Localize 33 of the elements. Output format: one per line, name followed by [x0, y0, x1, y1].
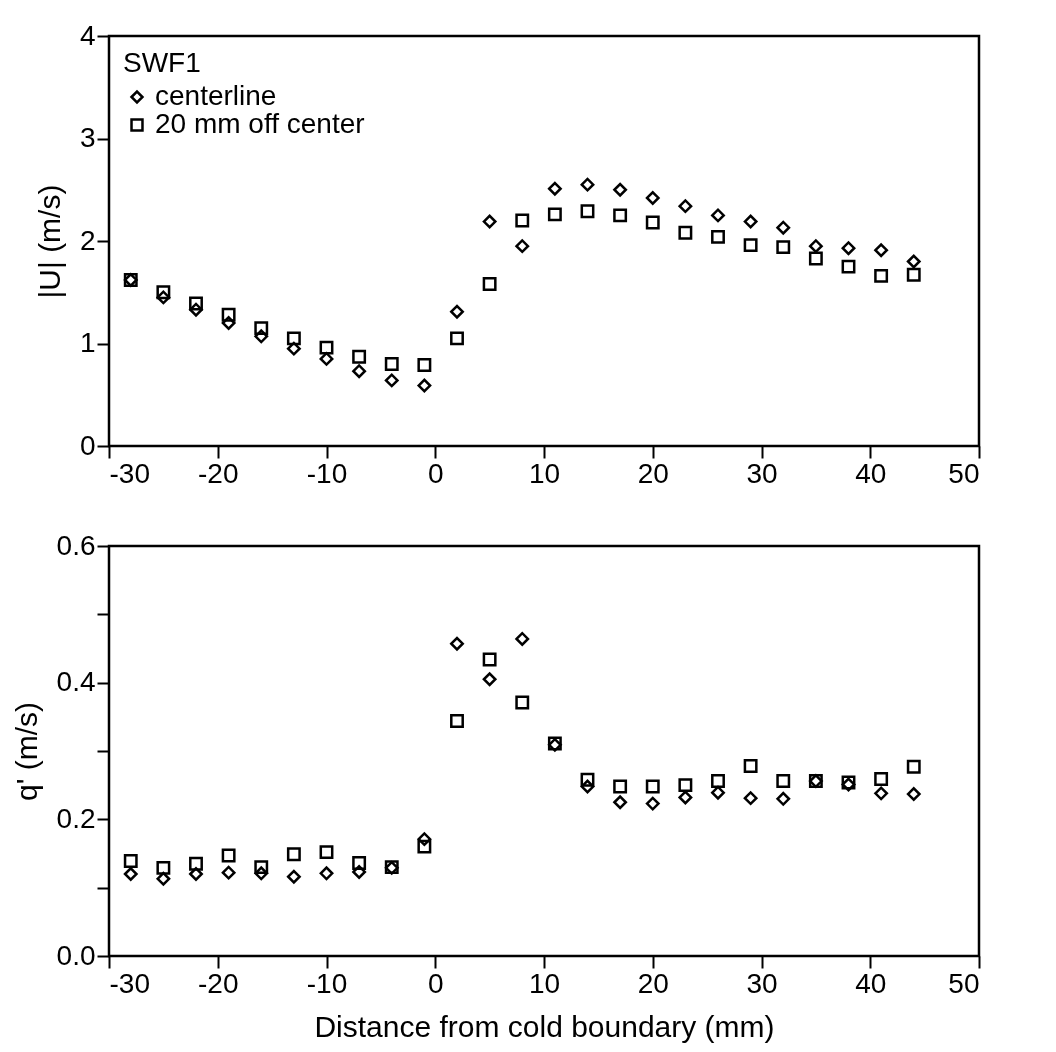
y-tick-label: 0.4: [56, 666, 96, 698]
legend-title: SWF1: [123, 47, 201, 78]
x-tick-label: 30: [746, 967, 778, 999]
y-tick-label: 0.0: [56, 939, 96, 971]
x-tick-label: 0: [427, 457, 444, 489]
x-tick-label: -20: [198, 967, 239, 999]
y-tick-label: 2: [79, 224, 96, 256]
y-tick-label: 0.6: [56, 529, 96, 561]
x-tick-label: 0: [427, 967, 444, 999]
x-axis-title: Distance from cold boundary (mm): [314, 1009, 775, 1043]
legend-label: centerline: [155, 80, 277, 111]
y-tick-label: 4: [79, 19, 96, 51]
legend-label: 20 mm off center: [155, 108, 365, 139]
x-tick-label: -30: [109, 967, 150, 999]
x-tick-label: 40: [855, 457, 887, 489]
x-tick-label: 20: [637, 967, 669, 999]
x-tick-label: 10: [528, 457, 561, 489]
x-tick-label: 30: [746, 457, 778, 489]
y-axis-title: q' (m/s): [9, 701, 43, 802]
x-tick-label: -20: [198, 457, 239, 489]
y-axis-title: |U| (m/s): [32, 184, 66, 299]
x-tick-label: 50: [948, 967, 980, 999]
y-tick-label: 3: [79, 122, 96, 153]
y-tick-label: 1: [79, 327, 96, 358]
y-tick-label: 0.2: [56, 802, 96, 834]
x-tick-label: -10: [306, 457, 348, 489]
x-tick-label: -10: [306, 967, 348, 999]
x-tick-label: 50: [948, 457, 980, 489]
y-tick-label: 0: [79, 429, 96, 461]
x-tick-label: 20: [637, 457, 669, 489]
x-tick-label: -30: [109, 457, 150, 489]
x-tick-label: 10: [528, 967, 561, 999]
x-tick-label: 40: [855, 967, 887, 999]
